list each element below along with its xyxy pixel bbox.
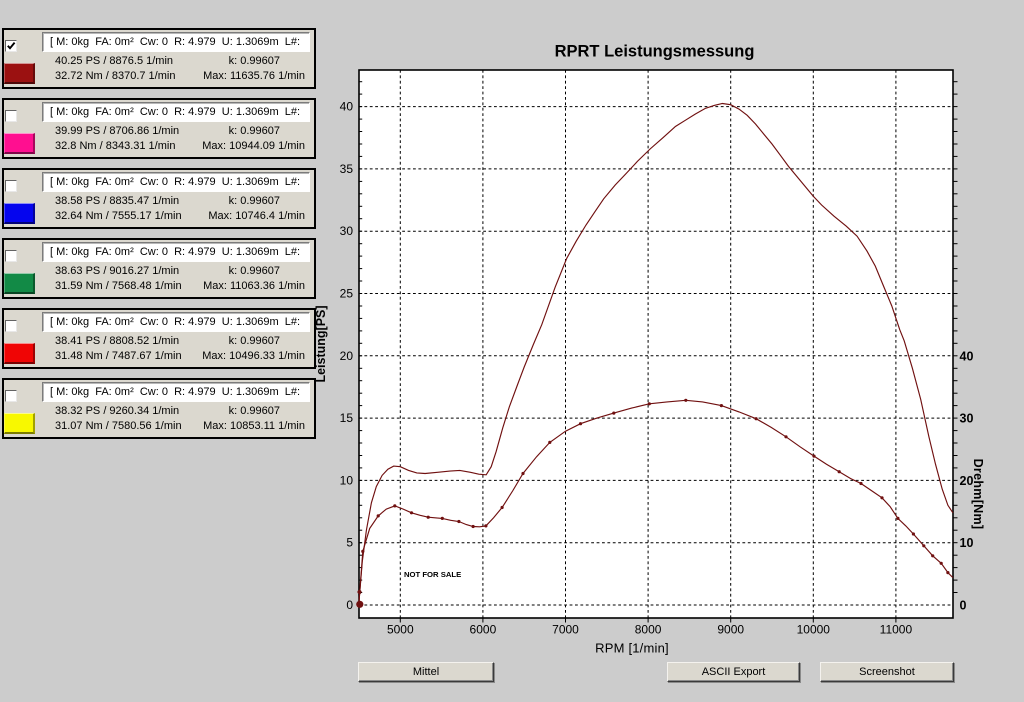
svg-text:0: 0: [346, 598, 353, 612]
svg-text:6000: 6000: [470, 623, 497, 637]
svg-text:5: 5: [346, 536, 353, 550]
svg-text:10000: 10000: [797, 623, 831, 637]
svg-text:NOT FOR SALE: NOT FOR SALE: [404, 570, 461, 579]
svg-text:30: 30: [960, 412, 974, 426]
svg-text:11000: 11000: [880, 623, 913, 637]
svg-text:10: 10: [960, 536, 974, 550]
svg-text:5000: 5000: [387, 623, 414, 637]
svg-text:20: 20: [340, 349, 354, 363]
svg-text:0: 0: [960, 599, 967, 613]
svg-text:25: 25: [340, 287, 354, 301]
svg-text:Drehm[Nm]: Drehm[Nm]: [971, 459, 985, 530]
svg-text:40: 40: [960, 349, 974, 363]
svg-text:RPM [1/min]: RPM [1/min]: [595, 641, 669, 656]
svg-text:10: 10: [340, 473, 354, 487]
svg-text:8000: 8000: [635, 623, 662, 637]
svg-text:30: 30: [340, 224, 354, 238]
svg-text:Leistung[PS]: Leistung[PS]: [314, 305, 328, 382]
svg-text:9000: 9000: [717, 623, 744, 637]
svg-text:20: 20: [960, 474, 974, 488]
svg-text:35: 35: [340, 162, 354, 176]
svg-text:7000: 7000: [552, 623, 579, 637]
svg-text:RPRT Leistungsmessung: RPRT Leistungsmessung: [555, 43, 755, 61]
svg-text:15: 15: [340, 411, 354, 425]
svg-text:40: 40: [340, 100, 354, 114]
